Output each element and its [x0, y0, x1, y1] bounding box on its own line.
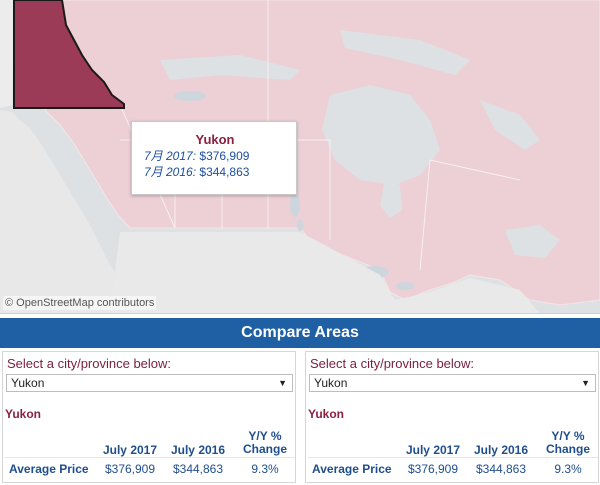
col-header-yy-line2: Change: [545, 442, 590, 456]
value-yy-change: 9.3%: [251, 462, 279, 476]
col-header-july-2017: July 2017: [405, 443, 461, 457]
chevron-down-icon[interactable]: ▼: [278, 378, 287, 388]
value-july-2016: $344,863: [475, 462, 527, 476]
tooltip-line-2016: 7月 2016: $344,863: [144, 164, 286, 180]
region-title: Yukon: [5, 407, 42, 421]
selected-area: Yukon: [314, 376, 348, 390]
col-header-yy-change: Y/Y % Change: [239, 430, 291, 456]
col-header-yy-line1: Y/Y %: [551, 429, 585, 443]
row-label-average-price: Average Price: [9, 462, 89, 476]
canada-map: [0, 0, 600, 313]
tooltip-value-2017: $376,909: [199, 149, 250, 163]
row-label-average-price: Average Price: [312, 462, 392, 476]
compare-panel-right: Select a city/province below: Yukon ▼ Yu…: [305, 351, 599, 483]
tooltip-title: Yukon: [195, 132, 235, 147]
row-divider: [308, 457, 598, 458]
col-header-july-2017: July 2017: [102, 443, 158, 457]
area-select-dropdown[interactable]: Yukon ▼: [309, 374, 596, 392]
map-attribution[interactable]: © OpenStreetMap contributors: [3, 296, 157, 310]
map-view[interactable]: Yukon 7月 2017: $376,909 7月 2016: $344,86…: [0, 0, 600, 314]
map-tooltip: Yukon 7月 2017: $376,909 7月 2016: $344,86…: [131, 121, 297, 195]
select-label: Select a city/province below:: [7, 356, 172, 371]
row-divider: [5, 457, 295, 458]
value-yy-change: 9.3%: [554, 462, 582, 476]
value-july-2016: $344,863: [172, 462, 224, 476]
region-title: Yukon: [308, 407, 345, 421]
select-label: Select a city/province below:: [310, 356, 475, 371]
tooltip-label-2017: 7月 2017:: [144, 149, 197, 163]
yukon-region[interactable]: [13, 0, 125, 109]
col-header-yy-line1: Y/Y %: [248, 429, 282, 443]
compare-panel-left: Select a city/province below: Yukon ▼ Yu…: [2, 351, 296, 483]
col-header-yy-line2: Change: [242, 442, 287, 456]
area-select-dropdown[interactable]: Yukon ▼: [6, 374, 293, 392]
tooltip-line-2017: 7月 2017: $376,909: [144, 148, 286, 164]
tooltip-value-2016: $344,863: [199, 165, 250, 179]
tooltip-label-2016: 7月 2016:: [144, 165, 197, 179]
col-header-july-2016: July 2016: [170, 443, 226, 457]
value-july-2017: $376,909: [407, 462, 459, 476]
value-july-2017: $376,909: [104, 462, 156, 476]
col-header-yy-change: Y/Y % Change: [542, 430, 594, 456]
selected-area: Yukon: [11, 376, 45, 390]
col-header-july-2016: July 2016: [473, 443, 529, 457]
compare-areas-header: Compare Areas: [0, 318, 600, 348]
chevron-down-icon[interactable]: ▼: [581, 378, 590, 388]
